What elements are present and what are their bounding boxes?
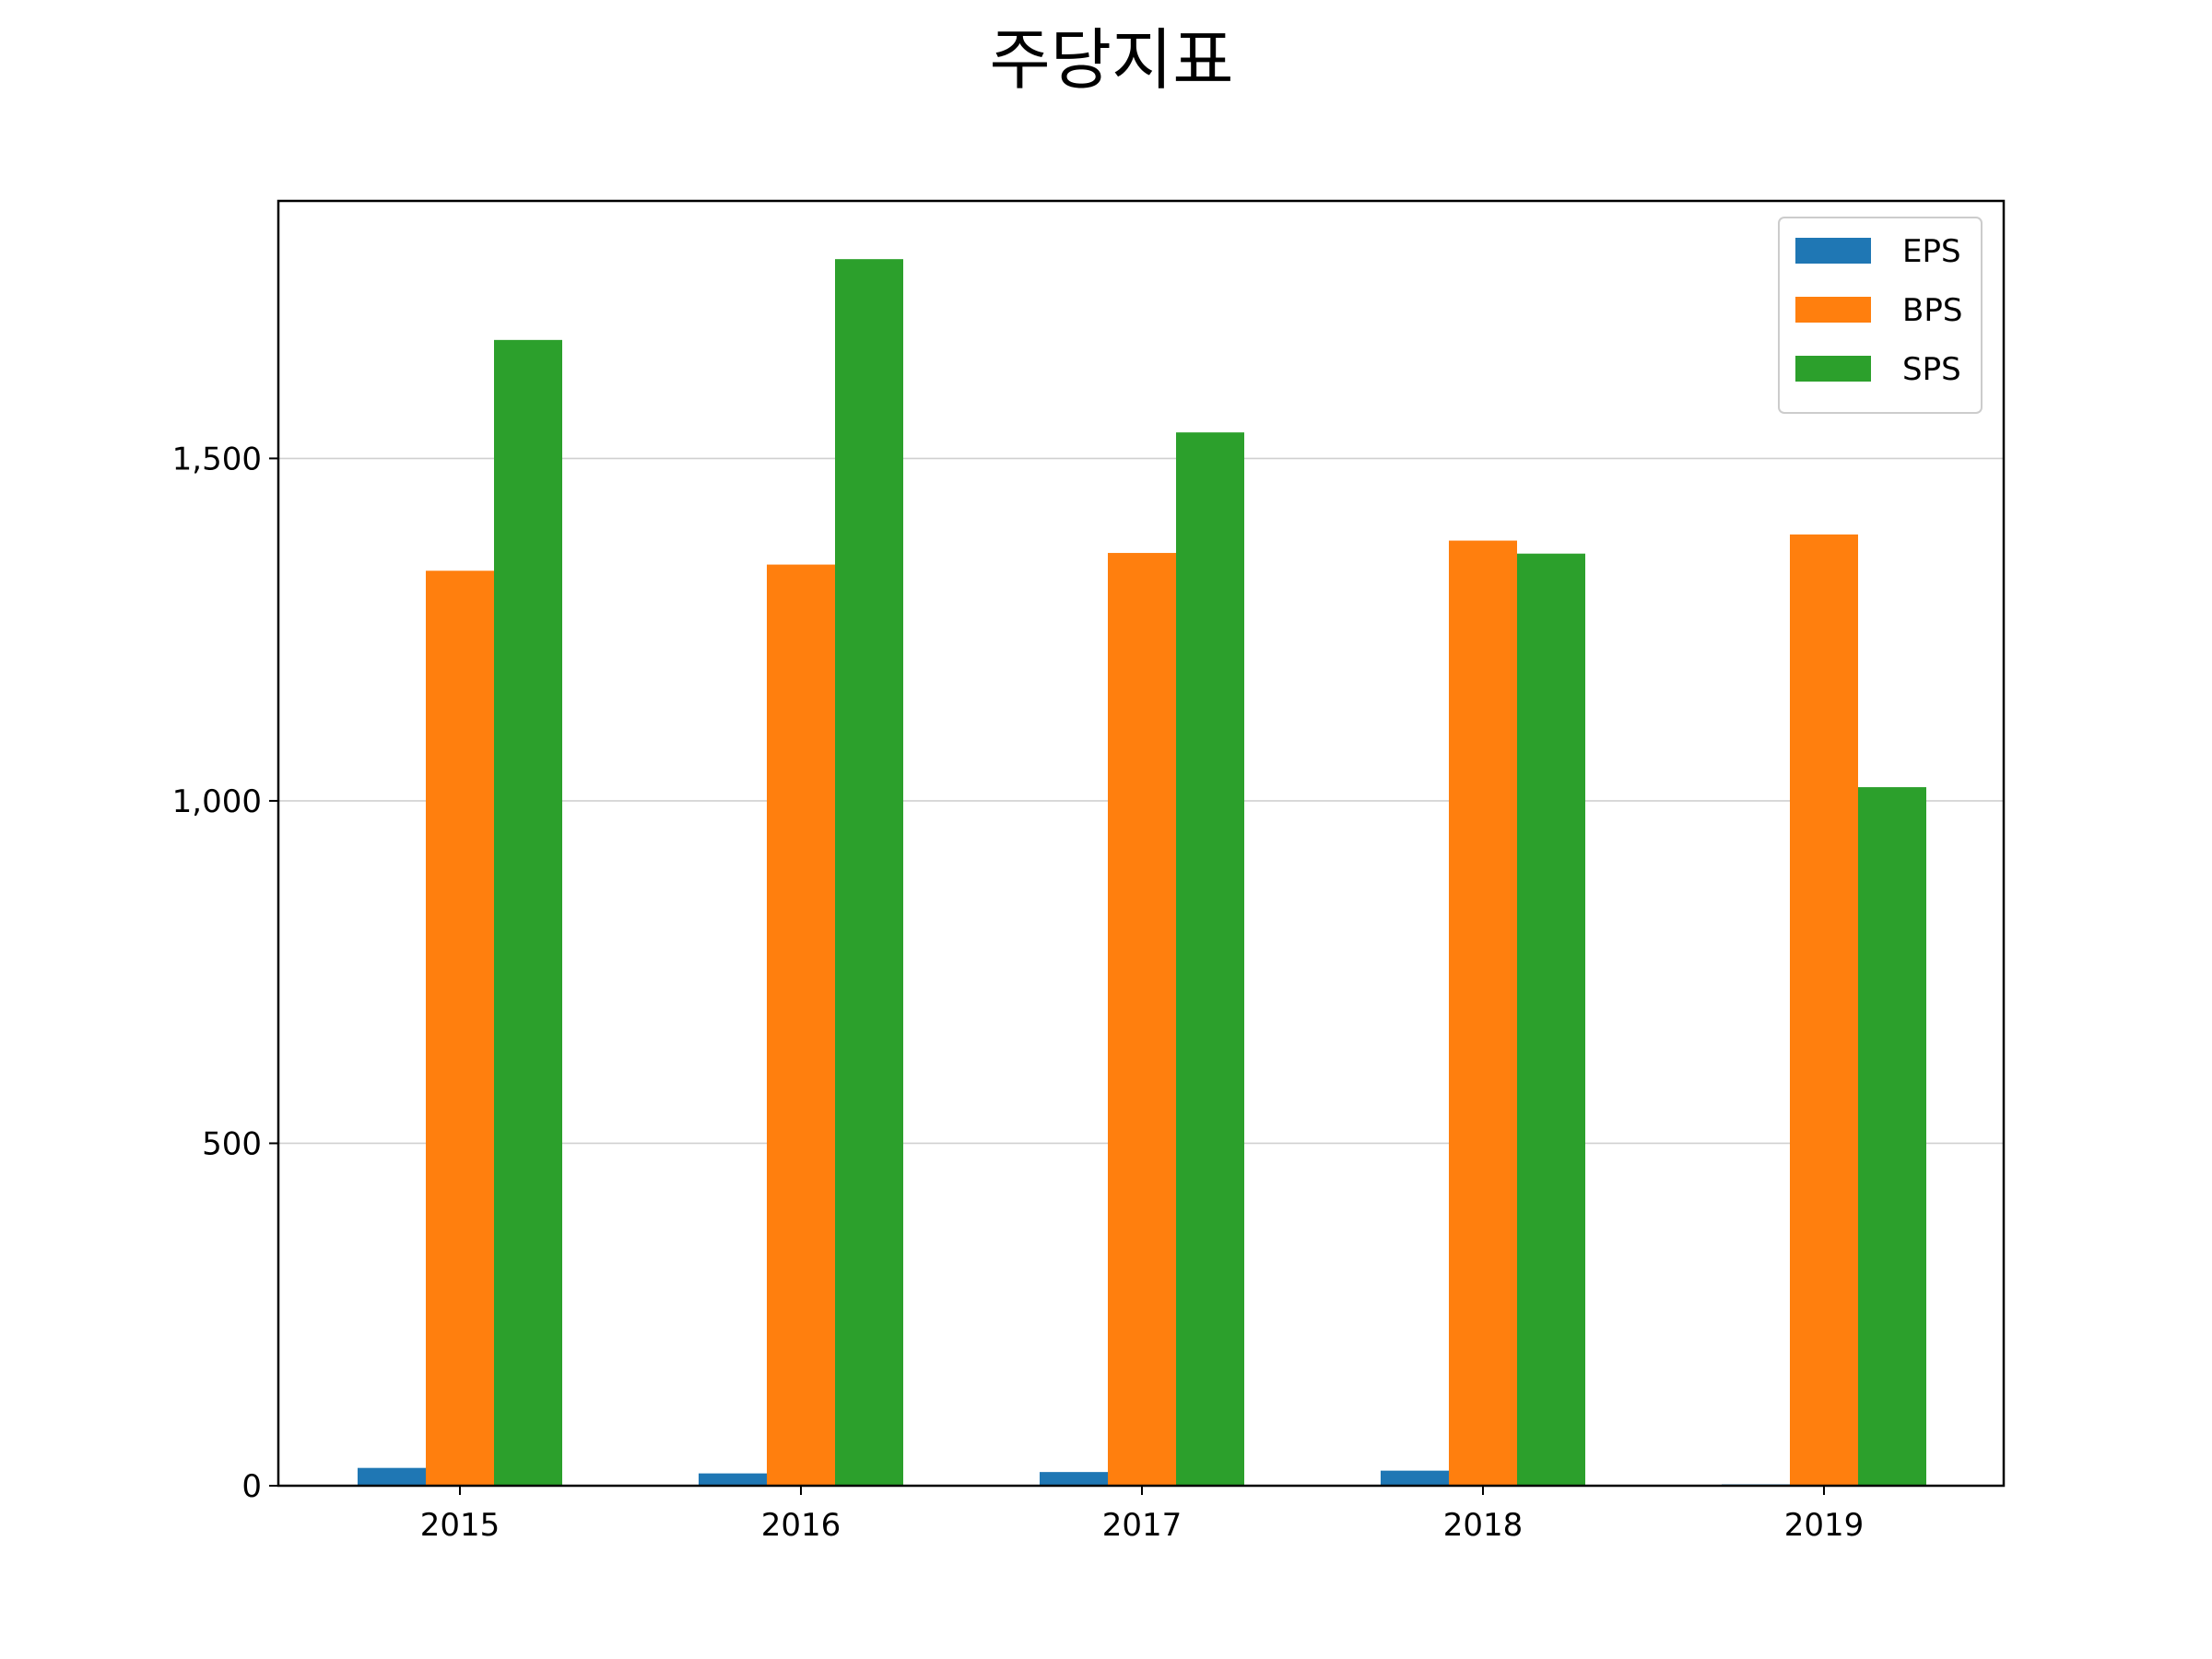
legend-label-eps: EPS	[1902, 233, 1961, 270]
x-tick-label-2019: 2019	[1784, 1507, 1865, 1544]
bar-eps-2017	[1040, 1472, 1108, 1486]
legend-swatch-sps	[1795, 356, 1871, 382]
bar-sps-2016	[835, 259, 903, 1486]
x-tick-label-2018: 2018	[1443, 1507, 1524, 1544]
bar-bps-2015	[426, 571, 494, 1486]
bar-bps-2016	[767, 564, 835, 1486]
bar-eps-2015	[358, 1467, 426, 1486]
x-tick-label-2015: 2015	[420, 1507, 500, 1544]
x-tick-label-2016: 2016	[761, 1507, 841, 1544]
x-axis: 2015 2016 2017 2018 2019	[420, 1486, 1865, 1544]
legend-label-bps: BPS	[1902, 292, 1962, 329]
x-tick-label-2017: 2017	[1102, 1507, 1182, 1544]
y-tick-label: 1,000	[172, 783, 262, 820]
bar-eps-2018	[1381, 1470, 1449, 1486]
bars	[358, 259, 1926, 1487]
bar-sps-2018	[1517, 553, 1585, 1486]
bar-bps-2019	[1790, 534, 1858, 1486]
legend: EPS BPS SPS	[1778, 217, 1983, 414]
bar-bps-2017	[1108, 552, 1176, 1486]
legend-label-sps: SPS	[1902, 351, 1961, 388]
y-tick-label: 1,500	[172, 441, 262, 477]
legend-swatch-bps	[1795, 297, 1871, 323]
bar-eps-2016	[699, 1473, 767, 1486]
chart-title: 주당지표	[990, 21, 1234, 99]
bar-sps-2015	[494, 339, 562, 1487]
bar-sps-2017	[1176, 432, 1244, 1487]
y-tick-label: 500	[202, 1125, 262, 1162]
bar-bps-2018	[1449, 540, 1517, 1486]
y-axis: 0 500 1,000 1,500	[172, 441, 278, 1505]
bar-sps-2019	[1858, 787, 1926, 1486]
y-tick-label: 0	[241, 1468, 262, 1505]
legend-swatch-eps	[1795, 238, 1871, 264]
